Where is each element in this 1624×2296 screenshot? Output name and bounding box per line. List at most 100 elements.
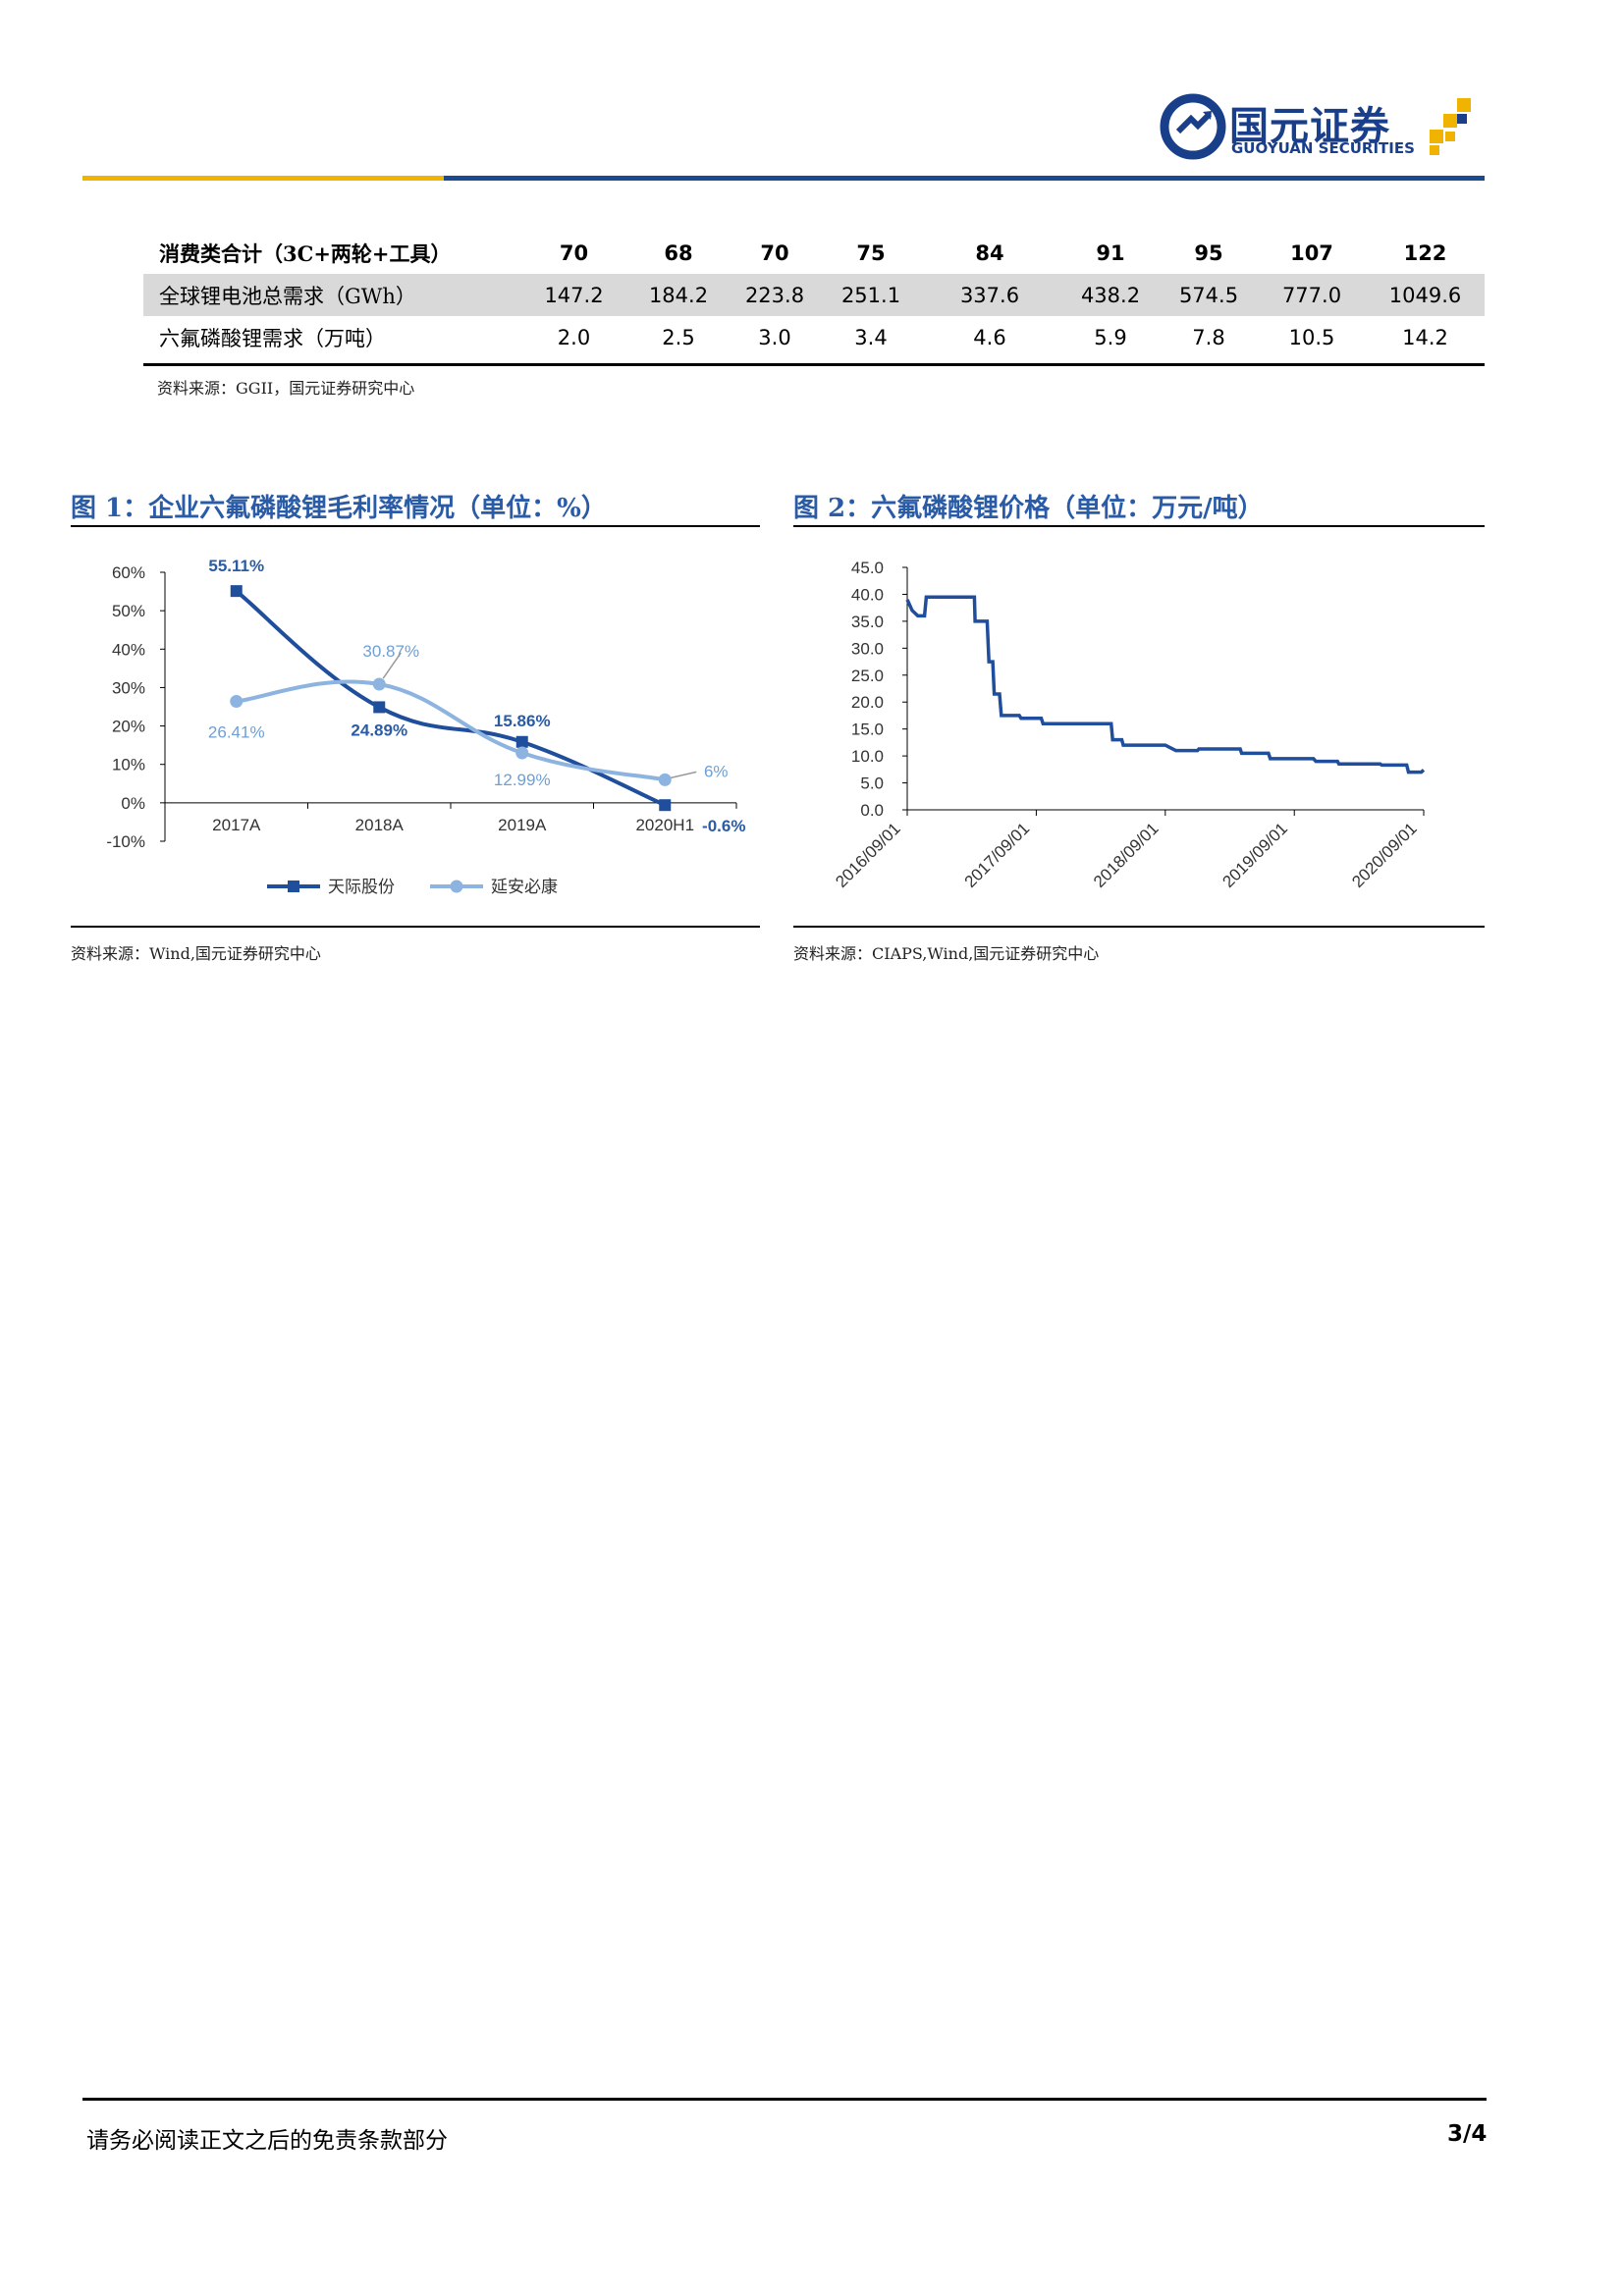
y-tick-label: 35.0 <box>851 613 884 631</box>
label-leader <box>382 652 402 679</box>
y-tick-label: 50% <box>112 602 145 620</box>
series-line-2 <box>236 679 666 782</box>
y-tick-label: -10% <box>106 832 145 851</box>
table-cell: 68 <box>664 240 693 265</box>
legend-marker <box>450 880 463 893</box>
x-tick-label: 2019A <box>498 816 547 834</box>
row-label: 六氟磷酸锂需求（万吨） <box>159 326 386 350</box>
x-tick-label: 2019/09/01 <box>1218 819 1291 891</box>
x-tick-label: 2017/09/01 <box>961 819 1034 891</box>
table-cell: 75 <box>856 240 886 265</box>
data-label: 30.87% <box>362 642 419 661</box>
data-point <box>515 746 529 760</box>
guoyuan-logo: 国元证券 GUOYUAN SECURITIES <box>1159 92 1483 163</box>
data-point <box>515 735 528 748</box>
x-tick-label: 2020H1 <box>635 816 694 834</box>
table-cell: 1049.6 <box>1366 274 1485 316</box>
legend-label: 天际股份 <box>328 878 395 896</box>
figure1-title-rule <box>71 525 760 527</box>
table-cell: 147.2 <box>516 274 631 316</box>
data-point <box>230 585 243 598</box>
table-cell: 223.8 <box>726 274 824 316</box>
table-cell: 251.1 <box>824 274 918 316</box>
table-cell: 2.0 <box>557 325 591 349</box>
table-cell: 84 <box>975 240 1004 265</box>
data-point <box>658 773 672 786</box>
y-tick-label: 45.0 <box>851 559 884 577</box>
table-cell: 70 <box>559 240 589 265</box>
table-cell: 70 <box>760 240 789 265</box>
figure2-source: 资料来源：CIAPS,Wind,国元证券研究中心 <box>793 944 1100 963</box>
price-series-line <box>905 595 1426 774</box>
x-tick-label: 2017A <box>212 816 261 834</box>
data-label: 6% <box>704 762 729 780</box>
table-cell: 337.6 <box>918 274 1061 316</box>
y-tick-label: 40% <box>112 640 145 659</box>
data-label: 15.86% <box>494 712 551 730</box>
legend-marker <box>288 881 299 892</box>
table-cell: 184.2 <box>631 274 726 316</box>
table-cell: 574.5 <box>1160 274 1258 316</box>
data-label: -0.6% <box>702 817 745 835</box>
y-tick-label: 30.0 <box>851 639 884 658</box>
page-number: 3/4 <box>1447 2121 1488 2147</box>
data-label: 12.99% <box>494 771 551 789</box>
figure1-bottom-rule <box>71 926 760 928</box>
table-row: 全球锂电池总需求（GWh） 147.2 184.2 223.8 251.1 33… <box>143 274 1485 316</box>
y-tick-label: 10% <box>112 756 145 774</box>
table-cell: 107 <box>1290 240 1333 265</box>
figure2-title-rule <box>793 525 1485 527</box>
table-cell: 5.9 <box>1094 325 1127 349</box>
y-tick-label: 30% <box>112 678 145 697</box>
table-cell: 777.0 <box>1258 274 1366 316</box>
y-tick-label: 5.0 <box>860 774 884 793</box>
figure2-title: 图 2：六氟磷酸锂价格（单位：万元/吨） <box>793 494 1264 523</box>
table-source: 资料来源：GGII，国元证券研究中心 <box>157 379 415 398</box>
y-tick-label: 20.0 <box>851 693 884 712</box>
logo-english-name: GUOYUAN SECURITIES <box>1231 139 1415 157</box>
table-row: 六氟磷酸锂需求（万吨） 2.0 2.5 3.0 3.4 4.6 5.9 7.8 … <box>143 316 1485 358</box>
label-leader <box>671 771 697 779</box>
y-tick-label: 0.0 <box>860 801 884 820</box>
gross-margin-chart: -10% 0% 10% 20% 30% 40% 50% 60% 2017A 2018A 2019A 2… <box>106 557 745 896</box>
table-cell: 7.8 <box>1192 325 1225 349</box>
y-tick-label: 10.0 <box>851 747 884 766</box>
y-tick-label: 40.0 <box>851 585 884 604</box>
table-cell: 3.4 <box>854 325 888 349</box>
y-tick-label: 15.0 <box>851 721 884 739</box>
table-cell: 438.2 <box>1061 274 1160 316</box>
data-label: 55.11% <box>208 557 264 575</box>
figure1-source: 资料来源：Wind,国元证券研究中心 <box>71 944 321 963</box>
table-cell: 2.5 <box>662 325 695 349</box>
table-bottom-rule <box>143 363 1485 366</box>
data-label: 26.41% <box>208 722 265 741</box>
row-label: 消费类合计（3C+两轮+工具） <box>159 240 452 266</box>
table-row: 消费类合计（3C+两轮+工具） 70 68 70 75 84 91 95 107… <box>143 232 1485 274</box>
header-rule-gold <box>82 176 444 181</box>
table-cell: 10.5 <box>1288 325 1335 349</box>
table-cell: 14.2 <box>1402 325 1448 349</box>
logo-chinese-name: 国元证券 <box>1229 104 1390 149</box>
demand-table: 消费类合计（3C+两轮+工具） 70 68 70 75 84 91 95 107… <box>143 232 1485 358</box>
x-tick-label: 2018/09/01 <box>1090 819 1163 891</box>
y-tick-label: 25.0 <box>851 667 884 685</box>
logo-emblem-icon <box>1160 93 1226 160</box>
x-tick-label: 2020/09/01 <box>1348 819 1421 891</box>
figure1-title: 图 1：企业六氟磷酸锂毛利率情况（单位：%） <box>71 494 607 523</box>
table-cell: 4.6 <box>973 325 1006 349</box>
data-label: 24.89% <box>351 721 407 739</box>
data-point <box>659 799 672 812</box>
data-point <box>373 701 386 714</box>
data-point <box>372 677 386 691</box>
legend-label: 延安必康 <box>491 878 558 896</box>
footer-disclaimer: 请务必阅读正文之后的免责条款部分 <box>86 2128 448 2154</box>
table-cell: 91 <box>1096 240 1125 265</box>
x-tick-label: 2018A <box>355 816 405 834</box>
series-line-1 <box>235 589 667 808</box>
table-cell: 95 <box>1194 240 1223 265</box>
price-chart: 0.0 5.0 10.0 15.0 20.0 25.0 30.0 35.0 40.0 45.0 20… <box>832 559 1426 891</box>
y-tick-label: 0% <box>121 794 145 813</box>
data-point <box>230 694 244 708</box>
table-cell: 122 <box>1403 240 1447 265</box>
x-tick-label: 2016/09/01 <box>832 819 904 891</box>
